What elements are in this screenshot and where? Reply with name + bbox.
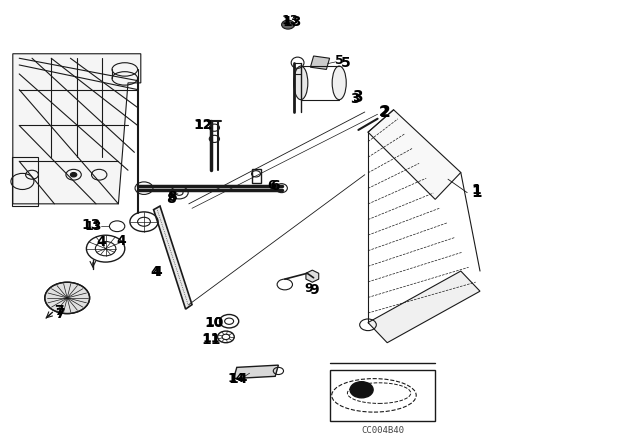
Text: 12: 12 [194,117,213,132]
Text: 7: 7 [54,304,64,319]
Text: 13: 13 [281,13,299,27]
Polygon shape [306,270,319,282]
Polygon shape [13,54,141,204]
Text: 4: 4 [96,235,106,249]
Text: 4: 4 [116,234,127,248]
Text: 9: 9 [305,281,314,295]
Text: 6: 6 [270,179,280,193]
Text: 9: 9 [308,283,319,297]
Ellipse shape [294,66,308,100]
Circle shape [350,382,373,398]
Text: 3: 3 [353,90,364,105]
Text: 11: 11 [202,332,221,347]
Text: 8: 8 [166,192,176,207]
Circle shape [45,282,90,314]
Text: 6: 6 [267,179,276,193]
Text: 11: 11 [202,332,220,345]
Text: 4: 4 [152,265,163,279]
Circle shape [282,20,294,29]
Text: 13: 13 [84,220,102,233]
Text: 3: 3 [350,91,360,106]
Polygon shape [368,271,480,343]
Text: 5: 5 [340,56,351,70]
Polygon shape [368,110,461,199]
Text: 2: 2 [379,105,389,119]
Text: 14: 14 [228,372,246,385]
Text: 5: 5 [335,54,344,67]
Text: 2: 2 [380,105,390,121]
Text: CC004B40: CC004B40 [361,426,404,435]
Text: 13: 13 [282,14,301,29]
Text: 10: 10 [205,315,224,330]
Text: 13: 13 [81,218,100,233]
Text: 14: 14 [228,371,248,386]
Text: 7: 7 [54,306,65,321]
Ellipse shape [332,66,346,100]
Polygon shape [154,206,192,309]
Text: 12: 12 [194,119,212,132]
Polygon shape [310,56,330,69]
Text: 4: 4 [150,265,160,279]
Text: 8: 8 [166,190,177,204]
Text: 10: 10 [205,316,223,329]
Text: 1: 1 [472,185,482,200]
Text: 1: 1 [472,183,482,198]
Polygon shape [234,365,278,379]
Bar [330,370,435,421]
Circle shape [70,172,77,177]
